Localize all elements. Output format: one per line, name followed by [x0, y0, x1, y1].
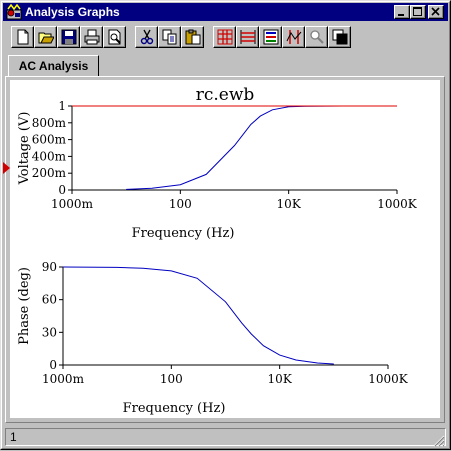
toggle-grid-lines-icon[interactable]: [236, 26, 259, 48]
magnitude-x-tick-label: 10K: [277, 197, 302, 211]
print-icon[interactable]: [80, 26, 103, 48]
toolbar: [3, 23, 448, 51]
resize-grip-icon[interactable]: [433, 432, 445, 447]
minimize-button[interactable]: [394, 5, 410, 19]
cut-icon[interactable]: [135, 26, 158, 48]
copy-icon[interactable]: [158, 26, 181, 48]
magnitude-y-tick-label: 400m: [32, 149, 67, 163]
close-button[interactable]: [428, 5, 444, 19]
phase-chart[interactable]: 0 30 60 90 1000m 100 10K 1000K: [42, 260, 409, 386]
magnitude-y-tick-label: 1: [58, 99, 66, 113]
magnitude-x-label: Frequency (Hz): [132, 226, 235, 241]
toggle-cursors-icon[interactable]: [282, 26, 305, 48]
status-bar: 1: [3, 428, 448, 447]
magnitude-y-tick-label: 600m: [32, 133, 67, 147]
open-icon[interactable]: [34, 26, 57, 48]
phase-x-tick-label: 1000m: [42, 372, 85, 386]
phase-x-tick-label: 10K: [268, 372, 293, 386]
phase-series-0[interactable]: [62, 266, 334, 365]
phase-x-tick-label: 1000K: [368, 372, 409, 386]
cursor-marker-icon[interactable]: [3, 159, 10, 178]
phase-y-tick-label: 90: [42, 260, 57, 274]
phase-x-tick-label: 100: [160, 372, 183, 386]
window-title: Analysis Graphs: [25, 5, 120, 19]
black-white-icon[interactable]: [328, 26, 351, 48]
magnitude-chart[interactable]: 0 200m 400m 600m 800m 1 1000m 100 10K 1000K: [32, 99, 418, 211]
magnitude-x-tick-label: 1000m: [51, 197, 94, 211]
phase-y-tick-label: 30: [42, 325, 57, 339]
magnitude-y-tick-label: 800m: [32, 116, 67, 130]
tab-ac-analysis[interactable]: AC Analysis: [8, 55, 99, 77]
phase-y-tick-label: 0: [49, 358, 57, 372]
tab-strip: AC Analysis: [3, 51, 448, 77]
graph-area[interactable]: 0 200m 400m 600m 800m 1 1000m 100 10K 1000K 0 30 60…: [10, 80, 440, 418]
new-icon[interactable]: [11, 26, 34, 48]
toggle-grid-icon[interactable]: [213, 26, 236, 48]
graphs-svg: 0 200m 400m 600m 800m 1 1000m 100 10K 1000K 0 30 60…: [17, 85, 418, 416]
magnitude-y-tick-label: 200m: [32, 166, 67, 180]
paste-icon[interactable]: [181, 26, 204, 48]
title-bar[interactable]: Analysis Graphs: [3, 3, 448, 21]
save-icon[interactable]: [57, 26, 80, 48]
phase-y-label: Phase (deg): [17, 267, 32, 345]
zoom-icon[interactable]: [305, 26, 328, 48]
magnitude-x-tick-label: 1000K: [377, 197, 418, 211]
print-preview-icon[interactable]: [103, 26, 126, 48]
app-icon[interactable]: [6, 3, 22, 20]
maximize-button[interactable]: [410, 5, 426, 19]
phase-y-tick-label: 60: [42, 293, 57, 307]
phase-x-label: Frequency (Hz): [123, 401, 226, 416]
graph-title: rc.ewb: [196, 85, 255, 105]
magnitude-series-0[interactable]: [126, 105, 397, 190]
toggle-legend-icon[interactable]: [259, 26, 282, 48]
magnitude-y-tick-label: 0: [58, 183, 66, 197]
magnitude-x-tick-label: 100: [169, 197, 192, 211]
magnitude-y-label: Voltage (V): [17, 112, 32, 186]
status-text: 1: [5, 428, 446, 446]
